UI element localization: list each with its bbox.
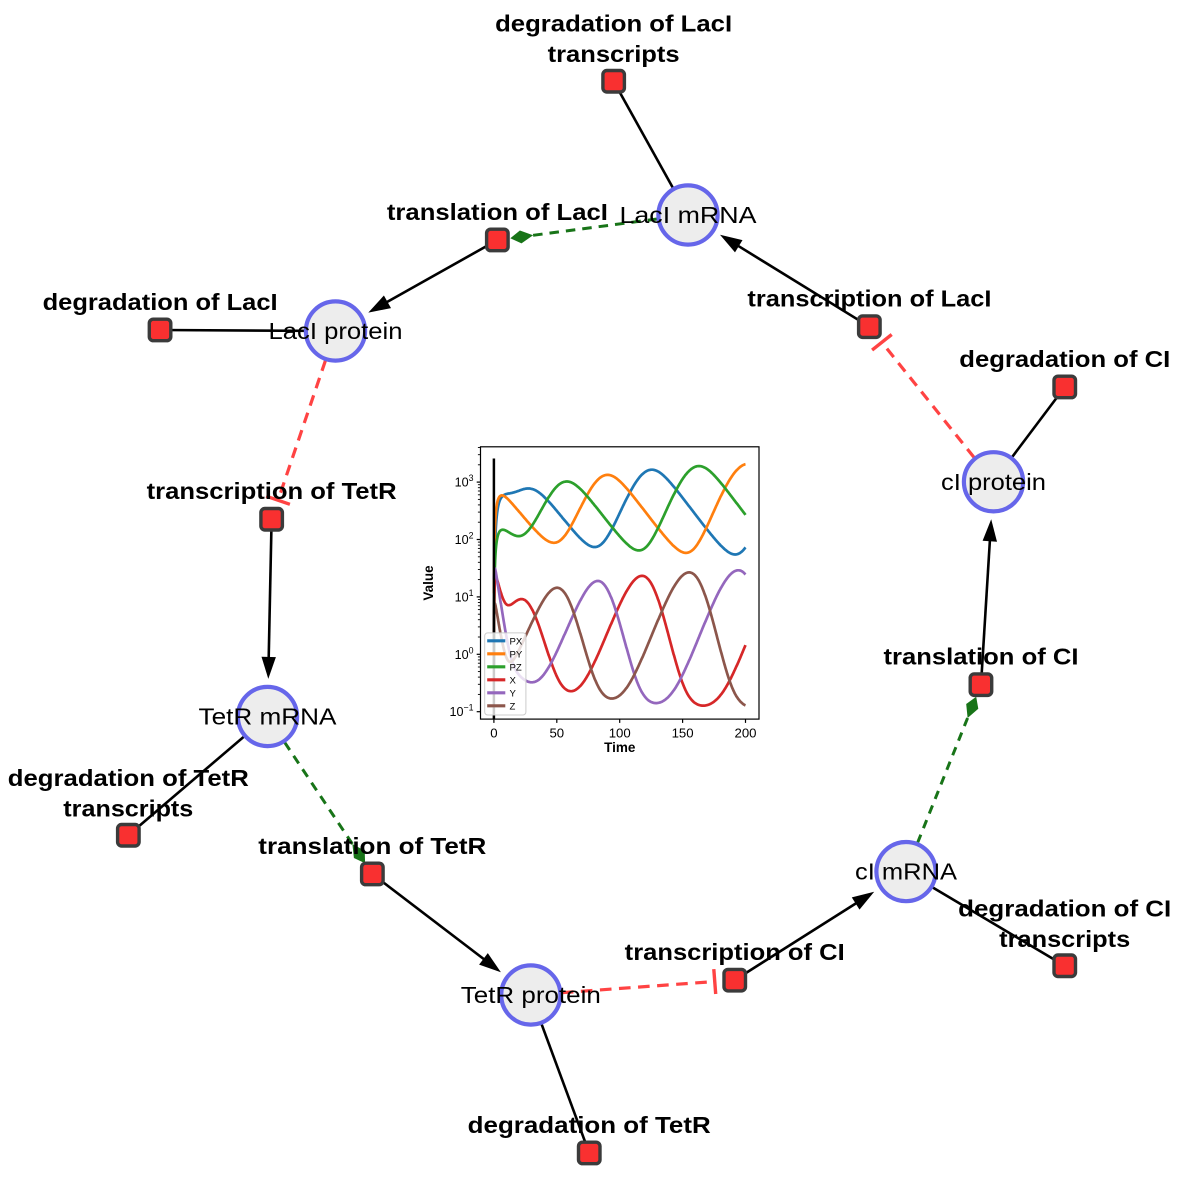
svg-text:LacI protein: LacI protein <box>269 318 403 344</box>
svg-text:TetR protein: TetR protein <box>461 982 601 1008</box>
svg-text:transcription of LacI: transcription of LacI <box>747 286 991 312</box>
svg-text:TetR mRNA: TetR mRNA <box>199 704 338 730</box>
svg-text:PY: PY <box>510 649 523 660</box>
svg-text:PZ: PZ <box>510 662 522 673</box>
svg-text:103: 103 <box>455 473 474 490</box>
svg-text:degradation of CI: degradation of CI <box>958 895 1171 921</box>
svg-text:LacI mRNA: LacI mRNA <box>620 202 758 228</box>
svg-text:101: 101 <box>455 588 474 605</box>
svg-text:Time: Time <box>604 740 636 755</box>
svg-text:transcription of CI: transcription of CI <box>625 939 845 965</box>
svg-text:transcripts: transcripts <box>63 795 193 821</box>
svg-text:transcripts: transcripts <box>548 41 680 67</box>
svg-text:X: X <box>510 675 517 686</box>
svg-text:102: 102 <box>455 531 474 548</box>
svg-text:translation of CI: translation of CI <box>884 644 1079 670</box>
svg-text:cI protein: cI protein <box>941 469 1046 495</box>
svg-text:Value: Value <box>421 565 436 601</box>
svg-text:degradation of LacI: degradation of LacI <box>495 11 732 37</box>
svg-text:100: 100 <box>609 726 631 741</box>
svg-text:0: 0 <box>490 726 497 741</box>
svg-text:degradation of LacI: degradation of LacI <box>43 289 278 315</box>
svg-text:50: 50 <box>549 726 564 741</box>
svg-text:translation of TetR: translation of TetR <box>258 833 486 859</box>
svg-text:degradation of TetR: degradation of TetR <box>468 1112 711 1138</box>
svg-text:200: 200 <box>734 726 756 741</box>
svg-text:degradation of TetR: degradation of TetR <box>8 765 249 791</box>
svg-text:translation of LacI: translation of LacI <box>387 199 608 225</box>
svg-text:10−1: 10−1 <box>449 703 473 720</box>
svg-text:PX: PX <box>510 636 523 647</box>
svg-text:Y: Y <box>510 688 517 699</box>
svg-text:transcripts: transcripts <box>999 926 1130 952</box>
svg-text:transcription of TetR: transcription of TetR <box>147 478 397 504</box>
svg-text:100: 100 <box>455 645 474 662</box>
svg-text:degradation of CI: degradation of CI <box>959 346 1170 372</box>
svg-text:Z: Z <box>510 701 516 712</box>
svg-text:cI mRNA: cI mRNA <box>855 859 958 885</box>
svg-text:150: 150 <box>672 726 694 741</box>
